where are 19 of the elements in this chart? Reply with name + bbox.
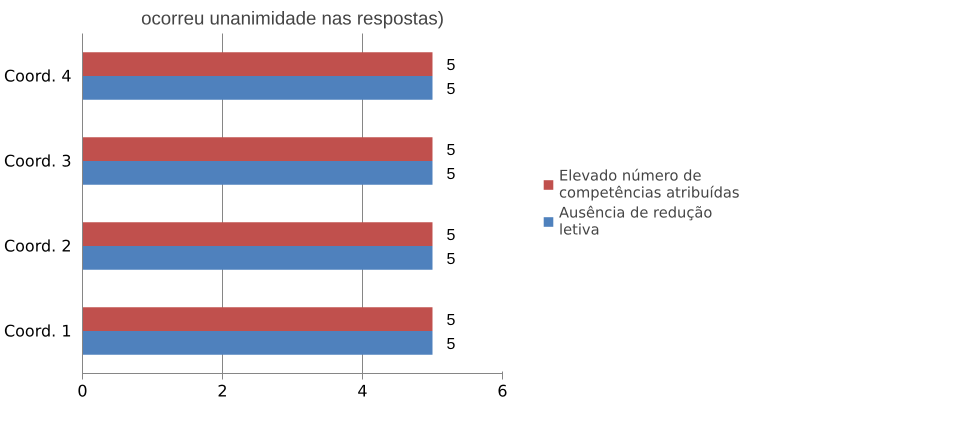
- y-tick-label: Coord. 3: [4, 152, 72, 170]
- data-label: 5: [446, 166, 456, 183]
- x-tick-label: 4: [357, 382, 368, 400]
- x-tick-label: 6: [497, 382, 508, 400]
- legend-label: Ausência de redução letiva: [559, 204, 712, 238]
- y-tick-label: Coord. 1: [4, 322, 72, 340]
- data-label: 5: [446, 57, 456, 74]
- x-tick-label: 0: [77, 382, 88, 400]
- y-tick-label: Coord. 2: [4, 236, 72, 256]
- data-label: 5: [446, 312, 456, 330]
- data-label: 5: [446, 336, 456, 353]
- legend-label: Elevado número de competências atribuídas: [559, 168, 740, 202]
- x-tick-label: 2: [217, 382, 228, 400]
- data-label: 5: [446, 142, 456, 160]
- data-label: 5: [446, 227, 456, 244]
- data-label: 5: [446, 80, 456, 98]
- chart-title: ocorreu unanimidade nas respostas): [141, 8, 444, 28]
- data-label: 5: [446, 250, 456, 268]
- y-tick-label: Coord. 4: [4, 66, 72, 86]
